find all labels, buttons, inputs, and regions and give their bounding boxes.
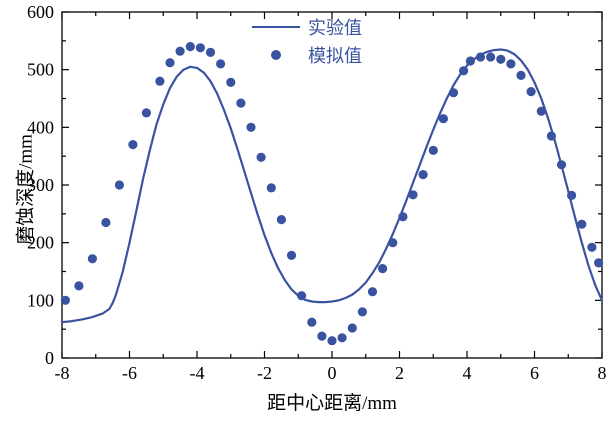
data-point-simulated: [357, 307, 367, 317]
data-point-simulated: [459, 66, 469, 76]
x-tick-label: -8: [55, 363, 70, 383]
data-point-simulated: [546, 131, 557, 141]
data-point-simulated: [418, 170, 428, 180]
data-point-simulated: [266, 183, 276, 193]
legend: 实验值 模拟值: [252, 14, 362, 67]
data-point-simulated: [297, 291, 307, 301]
x-tick-label: -4: [190, 363, 205, 383]
data-point-simulated: [536, 106, 546, 116]
x-tick-label: 4: [463, 363, 472, 383]
data-point-simulated: [307, 317, 317, 327]
y-tick-label: 0: [45, 348, 54, 368]
data-point-simulated: [587, 242, 597, 252]
data-point-simulated: [114, 180, 124, 190]
data-point-simulated: [337, 333, 347, 343]
data-point-simulated: [556, 160, 567, 170]
data-point-simulated: [398, 212, 408, 222]
x-tick-label: 8: [598, 363, 607, 383]
data-point-simulated: [347, 323, 357, 333]
data-point-simulated: [367, 287, 378, 297]
y-axis-title: 磨蚀深度/mm: [15, 134, 37, 245]
data-point-simulated: [276, 215, 286, 225]
data-point-simulated: [165, 58, 175, 68]
x-tick-label: 2: [395, 363, 404, 383]
x-tick-label: 6: [530, 363, 539, 383]
data-point-simulated: [246, 122, 256, 132]
data-point-simulated: [87, 254, 97, 264]
data-point-simulated: [128, 140, 138, 150]
data-point-simulated: [195, 43, 205, 53]
data-point-simulated: [408, 190, 418, 200]
data-point-simulated: [465, 56, 475, 66]
data-point-simulated: [286, 250, 297, 260]
data-point-simulated: [496, 54, 506, 64]
y-tick-label: 300: [27, 175, 54, 195]
data-point-simulated: [74, 281, 84, 291]
data-point-simulated: [594, 258, 604, 268]
x-axis-title: 距中心距离/mm: [267, 393, 397, 414]
y-tick-label: 100: [27, 290, 54, 310]
data-point-simulated: [475, 52, 486, 62]
x-tick-label: -2: [257, 363, 272, 383]
x-tick-label: 0: [328, 363, 337, 383]
y-tick-label: 400: [27, 117, 54, 137]
y-tick-label: 200: [27, 233, 54, 253]
data-point-simulated: [205, 47, 216, 58]
data-point-simulated: [185, 42, 195, 52]
legend-item-experimental: 实验值: [252, 14, 362, 39]
data-point-simulated: [577, 219, 587, 229]
data-point-simulated: [516, 70, 526, 80]
data-point-simulated: [526, 87, 536, 97]
data-point-simulated: [236, 98, 246, 108]
y-tick-label: 600: [27, 2, 54, 22]
data-point-simulated: [60, 295, 70, 305]
legend-item-simulated: 模拟值: [252, 42, 362, 67]
series-line-experimental: [60, 48, 604, 324]
data-point-simulated: [317, 331, 327, 341]
legend-label-simulated: 模拟值: [308, 45, 362, 66]
dot-swatch-icon: [252, 49, 300, 60]
data-point-simulated: [506, 59, 516, 69]
data-point-simulated: [226, 77, 236, 87]
data-point-simulated: [448, 88, 459, 98]
data-point-simulated: [438, 114, 448, 124]
data-point-simulated: [567, 190, 577, 200]
data-point-simulated: [155, 76, 165, 86]
data-point-simulated: [256, 152, 266, 162]
data-point-simulated: [101, 217, 111, 228]
data-point-simulated: [141, 108, 151, 118]
data-point-simulated: [378, 264, 388, 274]
legend-label-experimental: 实验值: [308, 17, 362, 38]
data-point-simulated: [216, 59, 226, 69]
line-swatch-icon: [252, 25, 300, 28]
y-tick-label: 500: [27, 60, 54, 80]
data-point-simulated: [486, 52, 496, 62]
data-point-simulated: [327, 336, 337, 346]
data-point-simulated: [175, 46, 185, 56]
data-point-simulated: [388, 238, 398, 248]
x-tick-label: -6: [122, 363, 137, 383]
data-point-simulated: [428, 145, 438, 155]
